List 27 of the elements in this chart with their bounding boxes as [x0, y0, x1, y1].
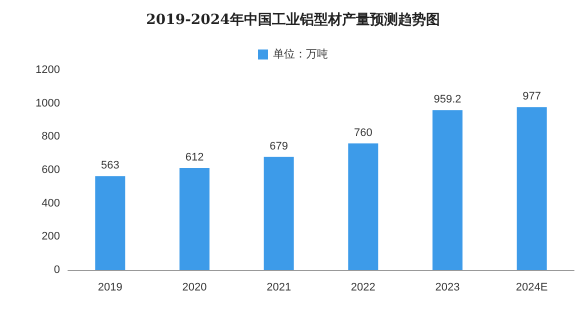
x-tick-label: 2023: [435, 282, 460, 294]
data-label: 679: [270, 140, 288, 152]
data-label: 977: [522, 90, 542, 103]
data-label: 959.2: [434, 94, 462, 106]
y-tick-label: 1000: [36, 97, 60, 110]
bar: [348, 143, 378, 270]
data-label: 563: [100, 160, 120, 172]
y-tick-label: 800: [42, 130, 60, 143]
y-tick-label: 400: [42, 197, 60, 210]
bar: [516, 107, 547, 270]
x-tick-label: 2022: [350, 282, 376, 294]
bar: [264, 156, 294, 270]
x-tick-label: 2021: [266, 282, 292, 294]
x-tick-label: 2020: [182, 282, 207, 294]
data-label: 760: [354, 126, 372, 139]
bar: [180, 168, 210, 270]
data-label: 612: [185, 152, 204, 164]
chart-title: 2019-2024年中国工业铝型材产量预测趋势图: [146, 11, 440, 28]
legend-label: 单位：万吨: [273, 48, 328, 60]
y-tick-label: 1200: [36, 64, 60, 76]
y-tick-label: 0: [54, 264, 60, 276]
y-tick-label: 600: [42, 164, 60, 176]
y-tick-label: 200: [42, 230, 60, 243]
x-tick-label: 2019: [98, 282, 122, 294]
bar: [432, 110, 462, 270]
x-tick-label: 2024E: [516, 282, 548, 294]
bar: [95, 176, 126, 270]
